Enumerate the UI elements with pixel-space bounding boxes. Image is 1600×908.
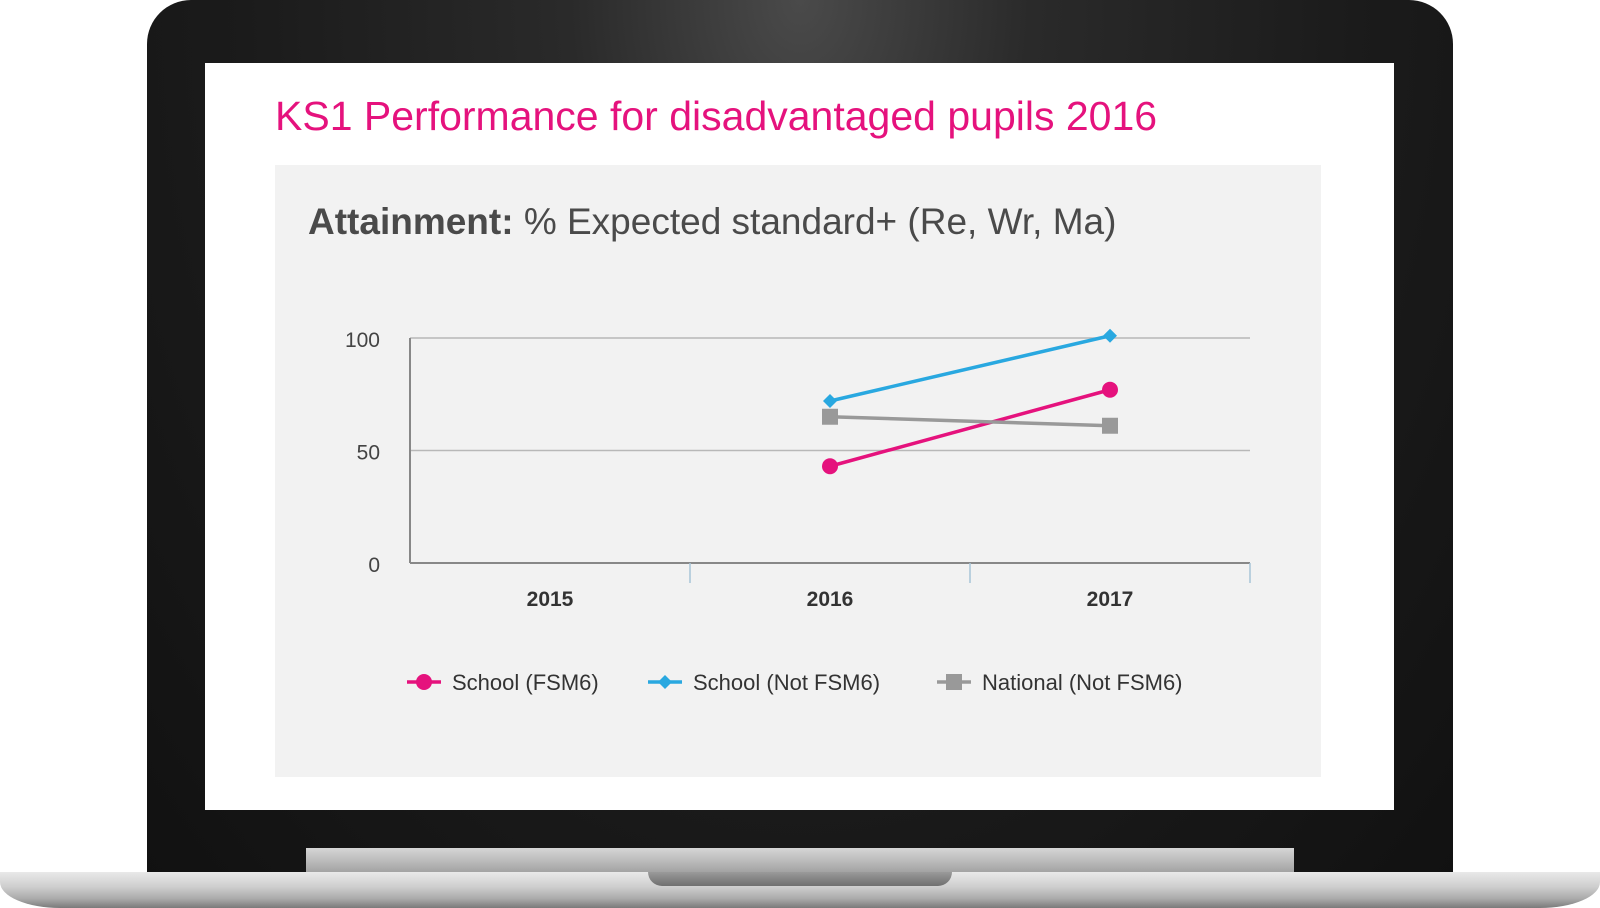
x-tick-label: 2015 xyxy=(527,588,574,611)
series-3 xyxy=(822,408,1118,434)
x-tick-label: 2016 xyxy=(807,588,854,611)
data-point xyxy=(822,458,838,475)
data-point xyxy=(823,394,837,408)
chart-title: Attainment: % Expected standard+ (Re, Wr… xyxy=(308,201,1116,243)
series-line xyxy=(829,415,1111,428)
legend-label: School (Not FSM6) xyxy=(693,670,880,695)
y-tick-label: 50 xyxy=(357,442,380,465)
legend-item: National (Not FSM6) xyxy=(937,670,1183,695)
series-1 xyxy=(822,381,1118,475)
data-point xyxy=(1102,417,1118,434)
chart-panel: Attainment: % Expected standard+ (Re, Wr… xyxy=(275,165,1321,777)
laptop-notch xyxy=(648,872,952,886)
legend-label: National (Not FSM6) xyxy=(982,670,1183,695)
series-2 xyxy=(823,328,1117,408)
line-chart: 0 50 100 2015 2016 2017 School (FSM6) School (N… xyxy=(345,328,1251,695)
legend-marker xyxy=(946,674,962,690)
y-tick-label: 100 xyxy=(345,329,380,352)
data-point xyxy=(822,408,838,425)
legend-label: School (FSM6) xyxy=(452,670,599,695)
chart-title-text: % Expected standard+ (Re, Wr, Ma) xyxy=(513,201,1117,242)
laptop-hinge xyxy=(306,848,1294,874)
data-point xyxy=(1102,381,1118,398)
y-tick-label: 0 xyxy=(368,554,380,577)
legend-item: School (Not FSM6) xyxy=(648,670,880,695)
laptop-screen: KS1 Performance for disadvantaged pupils… xyxy=(205,63,1394,810)
slide-title: KS1 Performance for disadvantaged pupils… xyxy=(275,93,1158,139)
x-tick-label: 2017 xyxy=(1087,588,1134,611)
legend-marker xyxy=(658,675,672,689)
data-point xyxy=(1103,328,1117,343)
series-line xyxy=(829,388,1111,468)
legend-item: School (FSM6) xyxy=(407,670,599,695)
chart-title-bold: Attainment: xyxy=(308,201,514,242)
series-line xyxy=(829,334,1111,403)
legend-marker xyxy=(416,674,432,690)
